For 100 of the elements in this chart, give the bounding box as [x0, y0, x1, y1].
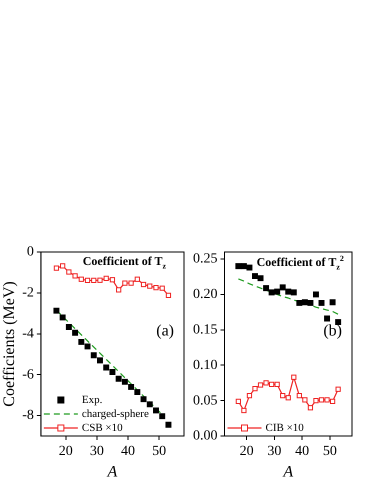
point — [116, 376, 122, 382]
point — [54, 266, 60, 271]
point — [290, 289, 297, 296]
legend-label: CIB ×10 — [266, 422, 304, 434]
point — [308, 405, 314, 410]
point — [60, 314, 66, 320]
point — [330, 299, 336, 306]
point — [103, 364, 110, 370]
x-tick-label: 30 — [267, 444, 282, 460]
y-tick-label: -8 — [22, 408, 34, 424]
point — [324, 397, 330, 403]
point — [241, 408, 247, 414]
point — [236, 398, 241, 404]
point — [296, 300, 302, 306]
point — [312, 291, 319, 298]
point — [235, 263, 242, 270]
point — [274, 288, 280, 295]
point — [72, 273, 78, 279]
point — [60, 263, 66, 269]
y-tick-label: -4 — [22, 326, 34, 342]
y-tick-label: -2 — [22, 286, 34, 301]
point — [318, 397, 324, 403]
point — [258, 275, 264, 282]
point — [153, 407, 159, 414]
y-tick-label: 0.10 — [193, 358, 218, 373]
x-axis-title: A — [106, 464, 118, 481]
annotation: (a) — [156, 322, 174, 340]
point — [252, 386, 258, 392]
point — [324, 316, 330, 322]
point — [166, 292, 172, 298]
point — [240, 263, 247, 270]
x-axis-title: A — [282, 464, 294, 481]
point — [336, 386, 341, 392]
x-tick-label: 20 — [240, 444, 254, 460]
point — [147, 284, 152, 289]
point — [246, 264, 252, 271]
point — [66, 269, 72, 275]
x-tick-label: 30 — [90, 444, 104, 460]
legend-label: charged-sphere — [82, 408, 149, 420]
point — [274, 382, 280, 387]
point — [116, 287, 122, 292]
point — [97, 357, 103, 364]
point — [140, 396, 147, 402]
point — [296, 393, 302, 398]
point — [122, 280, 128, 286]
point — [140, 282, 146, 288]
point — [318, 300, 324, 306]
point — [307, 300, 314, 306]
x-tick-label: 50 — [152, 444, 166, 460]
x-tick-label: 20 — [58, 444, 73, 460]
point — [110, 277, 116, 282]
point — [246, 393, 252, 398]
line-series — [238, 278, 339, 315]
point — [330, 398, 336, 404]
point — [128, 384, 134, 390]
y-tick-label: 0.20 — [193, 287, 218, 302]
y-tick-label: 0.15 — [193, 322, 218, 338]
y-tick-label: 0.25 — [193, 252, 218, 267]
point — [91, 278, 96, 284]
point — [165, 422, 172, 428]
point — [258, 382, 264, 388]
point — [291, 374, 296, 380]
y-tick-label: 0.05 — [193, 393, 218, 408]
point — [159, 413, 166, 420]
annotation: (b) — [323, 322, 342, 340]
point — [134, 389, 140, 396]
point — [66, 324, 72, 330]
chart-title: Coefficient of T$_{z}$ — [82, 254, 166, 270]
x-tick-label: 50 — [322, 444, 337, 460]
point — [153, 284, 159, 290]
point — [84, 278, 90, 284]
point — [134, 276, 140, 282]
x-tick-label: 40 — [295, 444, 310, 460]
point — [280, 284, 286, 290]
point — [122, 378, 128, 385]
y-tick-label: 0 — [26, 244, 34, 260]
x-tick-label: 40 — [120, 444, 135, 460]
point — [252, 273, 258, 280]
point — [263, 380, 269, 386]
point — [53, 308, 60, 314]
point — [268, 289, 275, 296]
point — [78, 338, 84, 345]
point — [104, 276, 109, 281]
y-tick-label: -6 — [22, 367, 34, 382]
point — [109, 369, 116, 375]
point — [72, 330, 78, 336]
point — [285, 288, 292, 295]
point — [302, 397, 308, 403]
legend-label: CSB ×10 — [82, 422, 124, 434]
point — [286, 395, 291, 400]
point — [97, 278, 103, 283]
point — [313, 398, 319, 404]
y-tick-label: 0.00 — [193, 428, 218, 444]
point — [128, 280, 134, 286]
point — [280, 393, 286, 398]
point — [146, 401, 153, 408]
point — [78, 276, 84, 282]
legend-label: Exp. — [82, 394, 103, 406]
point — [263, 285, 270, 292]
point — [84, 343, 91, 350]
